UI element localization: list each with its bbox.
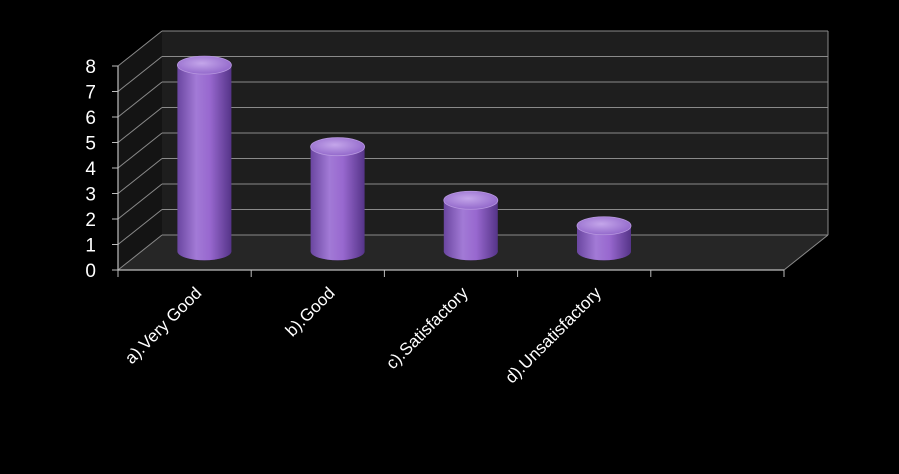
x-category-label: a).Very Good xyxy=(121,283,205,367)
bar-top xyxy=(576,216,632,236)
bar-0 xyxy=(176,55,232,261)
bar-top xyxy=(310,137,366,157)
x-category-label: b).Good xyxy=(282,283,339,340)
y-tick-label: 4 xyxy=(85,159,96,180)
bar-body xyxy=(577,225,631,261)
bar-body xyxy=(310,146,365,261)
y-tick-label: 3 xyxy=(85,185,96,206)
grid-lines xyxy=(117,30,829,271)
gridline-side xyxy=(117,107,163,143)
y-tick-label: 5 xyxy=(85,134,96,155)
gridline-side xyxy=(117,132,163,169)
bar-body xyxy=(177,65,232,261)
gridline-side xyxy=(117,209,163,245)
bar-top xyxy=(176,55,232,75)
x-category-label: c).Satisfactory xyxy=(382,283,472,373)
y-tick-label: 2 xyxy=(85,210,96,231)
gridline-side xyxy=(117,158,163,194)
axis-lines xyxy=(112,65,785,277)
bar-1 xyxy=(310,137,366,261)
bar-3 xyxy=(576,216,632,261)
bars-group xyxy=(176,55,632,261)
y-tick-label: 7 xyxy=(85,83,96,104)
gridline-side xyxy=(117,30,163,67)
y-tick-label: 8 xyxy=(85,57,96,78)
y-tick-label: 1 xyxy=(85,236,96,257)
y-tick-label: 0 xyxy=(85,261,96,282)
floor-edge xyxy=(783,234,829,271)
gridline-side xyxy=(117,234,163,271)
y-tick-labels: 0 1 2 3 4 5 6 7 8 xyxy=(85,57,96,282)
y-tick-label: 6 xyxy=(85,108,96,129)
bar-top xyxy=(443,190,499,210)
x-category-labels: a).Very Good b).Good c).Satisfactory d).Uns… xyxy=(121,283,605,387)
bar-2 xyxy=(443,190,499,261)
gridline-side xyxy=(117,81,163,118)
gridline-side xyxy=(117,56,163,92)
bar-body xyxy=(443,200,498,261)
gridline-side xyxy=(117,183,163,220)
x-category-label: d).Unsatisfactory xyxy=(501,283,605,387)
